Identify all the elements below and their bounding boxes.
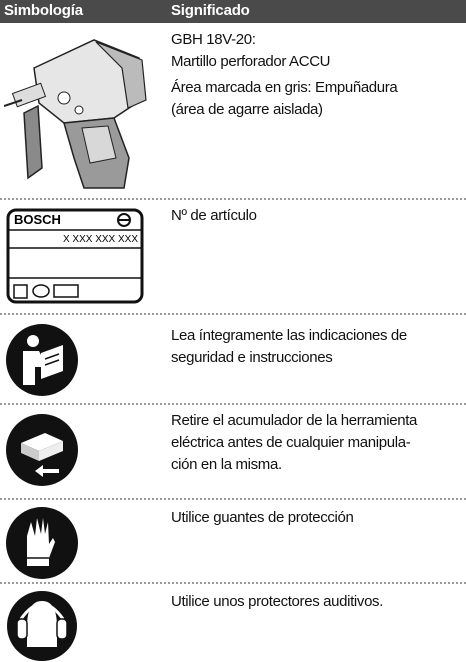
ear-protection-icon [7,591,77,661]
meaning-line: Nº de artículo [171,207,257,224]
meaning-text: Utilice guantes de protección [171,507,354,529]
remove-battery-icon [6,414,78,486]
meaning-text: GBH 18V-20: Martillo perforador ACCU Áre… [171,29,398,121]
row-separator [0,313,466,315]
meaning-text: Utilice unos protectores auditivos. [171,591,383,613]
table-header: Simbología Significado [0,0,466,23]
meaning-line: (área de agarre aislada) [171,101,323,118]
meaning-line: GBH 18V-20: [171,31,256,48]
meaning-line: eléctrica antes de cualquier manipula- [171,434,411,451]
row-separator [0,582,466,584]
meaning-line: Lea íntegramente las indicaciones de [171,327,407,344]
meaning-text: Lea íntegramente las indicaciones de seg… [171,325,407,369]
meaning-line: seguridad e instrucciones [171,349,333,366]
meaning-line: Retire el acumulador de la herramienta [171,412,417,429]
nameplate-image: BOSCH X XXX XXX XXX [6,208,144,304]
meaning-line: Área marcada en gris: Empuñadura [171,79,398,96]
header-symbol: Simbología [4,2,83,19]
row-separator [0,403,466,405]
nameplate-brand: BOSCH [14,212,61,227]
meaning-line: ción en la misma. [171,456,282,473]
row-separator [0,498,466,500]
gloves-icon [6,507,78,579]
meaning-text: Retire el acumulador de la herramienta e… [171,410,417,476]
nameplate-number: X XXX XXX XXX [63,234,138,245]
read-manual-icon [6,324,78,396]
meaning-line: Martillo perforador ACCU [171,53,331,70]
row-separator [0,198,466,200]
header-meaning: Significado [171,2,250,19]
hammer-drill-image [4,39,147,189]
meaning-line: Utilice unos protectores auditivos. [171,593,384,610]
meaning-text: Nº de artículo [171,205,257,227]
meaning-line: Utilice guantes de protección [171,509,354,526]
